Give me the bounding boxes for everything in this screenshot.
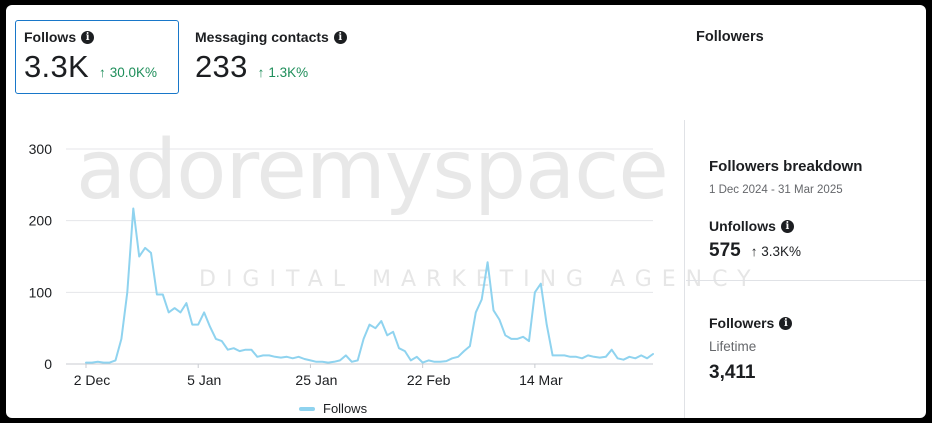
follows-value: 3.3K bbox=[24, 49, 89, 84]
arrow-up-icon: ↑ bbox=[98, 65, 106, 80]
unfollows-stat: 575 ↑ 3.3K% bbox=[709, 240, 801, 262]
followers-label: Followers bbox=[709, 315, 775, 331]
legend-label: Follows bbox=[323, 401, 368, 416]
unfollows-value: 575 bbox=[709, 240, 741, 261]
series-line-follows bbox=[85, 207, 654, 364]
messaging-contacts-label: Messaging contacts bbox=[195, 29, 329, 45]
followers-section-title: Followers bbox=[696, 29, 764, 45]
messaging-contacts-card[interactable]: Messaging contacts i 233 ↑ 1.3K% bbox=[186, 20, 386, 94]
x-tick-label: 2 Dec bbox=[74, 372, 111, 388]
info-icon[interactable]: i bbox=[779, 316, 793, 330]
followers-heading: Followers i bbox=[709, 315, 793, 331]
x-tick-label: 25 Jan bbox=[295, 372, 337, 388]
panel-row-divider bbox=[686, 280, 926, 281]
x-tick-label: 5 Jan bbox=[187, 372, 221, 388]
x-tick-label: 22 Feb bbox=[407, 372, 451, 388]
follows-line-chart: 0 100 200 300 2 Dec 5 Jan 25 Jan 22 Feb 14 Mar bbox=[29, 141, 654, 388]
follows-card[interactable]: Follows i 3.3K ↑ 30.0K% bbox=[15, 20, 179, 94]
info-icon[interactable]: i bbox=[333, 30, 347, 44]
followers-value: 3,411 bbox=[709, 362, 756, 383]
info-icon[interactable]: i bbox=[780, 219, 794, 233]
unfollows-change: ↑ 3.3K% bbox=[750, 244, 801, 259]
page-frame: adoremyspace DIGITAL MARKETING AGENCY Fo… bbox=[6, 5, 926, 418]
messaging-contacts-change: ↑ 1.3K% bbox=[257, 65, 309, 80]
y-tick-label: 200 bbox=[29, 213, 53, 229]
breakdown-date-range: 1 Dec 2024 - 31 Mar 2025 bbox=[709, 184, 843, 196]
messaging-contacts-value: 233 bbox=[195, 49, 248, 84]
y-tick-label: 0 bbox=[44, 356, 52, 372]
follows-change: ↑ 30.0K% bbox=[98, 65, 158, 80]
followers-sublabel: Lifetime bbox=[709, 339, 757, 354]
watermark-logo: adoremyspace bbox=[76, 123, 669, 218]
panel-divider bbox=[684, 120, 685, 418]
unfollows-label: Unfollows bbox=[709, 218, 776, 234]
y-tick-label: 100 bbox=[29, 284, 53, 300]
breakdown-title: Followers breakdown bbox=[709, 158, 863, 175]
y-tick-label: 300 bbox=[29, 141, 53, 157]
follows-label: Follows bbox=[24, 29, 77, 45]
info-icon[interactable]: i bbox=[81, 30, 95, 44]
chart-legend[interactable]: Follows bbox=[299, 401, 367, 416]
watermark-tagline: DIGITAL MARKETING AGENCY bbox=[199, 267, 761, 292]
arrow-up-icon: ↑ bbox=[257, 65, 265, 80]
unfollows-heading: Unfollows i bbox=[709, 218, 794, 234]
x-tick-label: 14 Mar bbox=[519, 372, 563, 388]
legend-swatch bbox=[299, 406, 315, 411]
arrow-up-icon: ↑ bbox=[750, 244, 762, 259]
